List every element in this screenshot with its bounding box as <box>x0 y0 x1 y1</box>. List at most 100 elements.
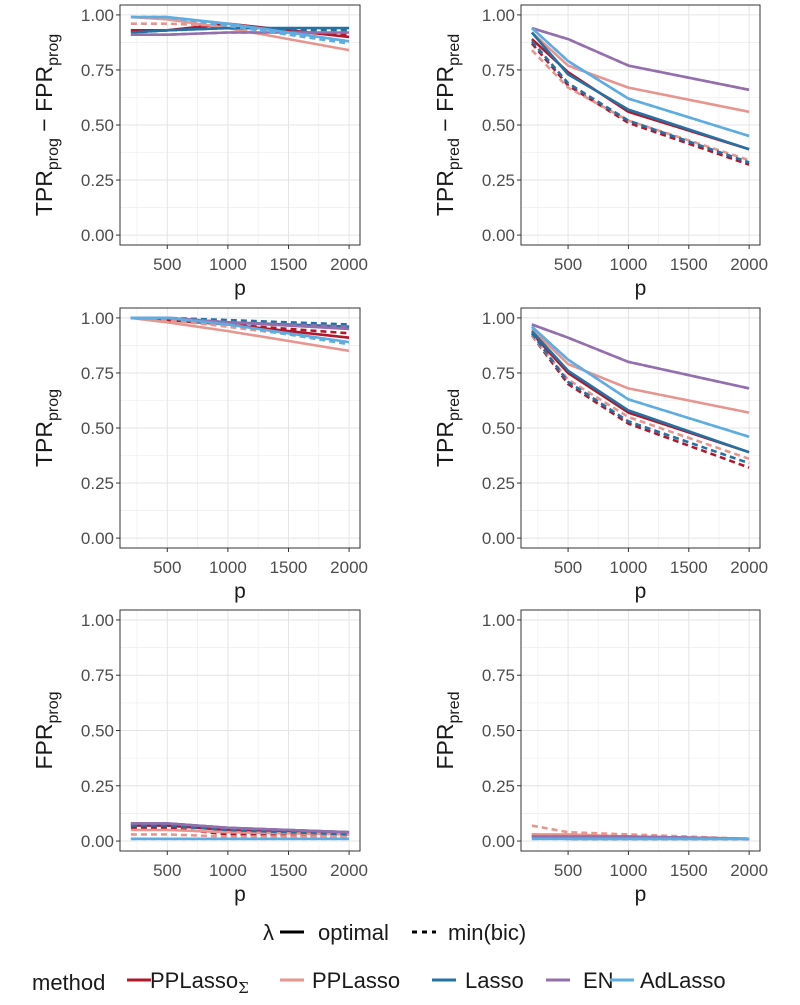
x-tick-label: 1000 <box>209 861 247 880</box>
panel-5: 0.00 0.25 0.50 0.75 1.00 500 1000 1500 2000 p FPRp… <box>31 609 368 906</box>
y-axis-title-main: TPR <box>31 421 57 467</box>
x-tick-label: 1500 <box>270 558 308 577</box>
x-tick-label: 1500 <box>670 861 708 880</box>
y-axis-title: TPRpred − FPRpred <box>432 34 463 216</box>
panel-6: 0.00 0.25 0.50 0.75 1.00 500 1000 1500 2000 p FPRp… <box>432 609 768 906</box>
y-axis-title-sub: prog <box>45 138 62 170</box>
series-line-pplasso_sigma-dashed <box>530 42 750 166</box>
series-line-lasso-solid <box>130 26 350 34</box>
series-line-pplasso_sigma-dashed <box>530 334 750 469</box>
method-label-pplasso: PPLasso <box>312 968 400 993</box>
series-line-lasso-solid <box>530 330 750 454</box>
x-tick-label: 1000 <box>209 255 247 274</box>
x-tick-label: 1000 <box>610 861 648 880</box>
y-tick-label: 1.00 <box>81 309 114 328</box>
y-axis-title-sub: prog <box>45 389 62 421</box>
series-line-lasso-solid <box>530 31 750 151</box>
x-tick-label: 500 <box>554 558 582 577</box>
y-tick-label: 0.75 <box>482 364 515 383</box>
y-tick-label: 1.00 <box>81 611 114 630</box>
y-axis-title-sep: − <box>31 112 57 138</box>
series-line-adlasso-solid <box>130 316 350 344</box>
y-tick-label: 1.00 <box>482 309 515 328</box>
y-tick-label: 0.50 <box>81 722 114 741</box>
y-axis-title-main2: FPR <box>31 66 57 112</box>
x-axis-title: p <box>234 883 246 906</box>
series-line-adlasso-dashed <box>531 325 750 439</box>
series-line-adlasso-solid <box>130 15 350 43</box>
lambda-label-1: min(bic) <box>448 920 526 945</box>
method-label-lasso: Lasso <box>465 968 524 993</box>
method-label-en: EN <box>583 968 614 993</box>
y-tick-label: 0.75 <box>81 364 114 383</box>
y-axis-title-sub: pred <box>446 138 463 170</box>
y-tick-label: 0.00 <box>482 832 515 851</box>
y-tick-label: 0.75 <box>81 666 114 685</box>
y-axis-title-main: FPR <box>31 724 57 770</box>
y-axis-title: TPRprog <box>31 389 62 467</box>
method-label-main: AdLasso <box>640 968 726 993</box>
x-tick-label: 1000 <box>610 255 648 274</box>
x-tick-label: 2000 <box>330 255 368 274</box>
method-label-adlasso: AdLasso <box>640 968 726 993</box>
y-tick-label: 0.75 <box>482 666 515 685</box>
series-line-pplasso-solid <box>130 828 350 836</box>
y-tick-label: 0.25 <box>482 171 515 190</box>
method-label-sub: Σ <box>238 979 249 997</box>
y-axis-title-sub: pred <box>446 691 463 723</box>
series-line-pplasso_sigma-solid <box>531 38 750 151</box>
y-tick-label: 0.00 <box>81 832 114 851</box>
x-tick-label: 500 <box>153 861 181 880</box>
series-line-en-solid <box>130 822 350 834</box>
y-tick-label: 1.00 <box>81 6 114 25</box>
x-tick-label: 1500 <box>270 255 308 274</box>
x-tick-label: 1000 <box>610 558 648 577</box>
method-label-main: Lasso <box>465 968 524 993</box>
y-axis-title-sub: pred <box>446 389 463 421</box>
y-tick-label: 0.00 <box>482 529 515 548</box>
series-line-pplasso-solid <box>530 327 750 414</box>
series-line-en-dashed <box>531 323 750 390</box>
y-axis-title: FPRpred <box>432 691 463 769</box>
x-tick-label: 1500 <box>670 558 708 577</box>
y-axis-title: FPRprog <box>31 691 62 769</box>
x-tick-label: 500 <box>554 255 582 274</box>
y-tick-label: 0.75 <box>482 61 515 80</box>
x-axis-title: p <box>234 580 246 603</box>
series-line-lasso-dashed <box>530 40 750 164</box>
method-label-main: EN <box>583 968 614 993</box>
lambda-legend-title: λ <box>263 920 274 945</box>
y-tick-label: 0.25 <box>81 474 114 493</box>
x-tick-label: 2000 <box>730 861 768 880</box>
x-tick-label: 1500 <box>270 861 308 880</box>
y-axis-title-sub2: prog <box>45 34 62 66</box>
lambda-label-0: optimal <box>318 920 389 945</box>
x-tick-label: 500 <box>153 255 181 274</box>
x-axis-title: p <box>635 883 647 906</box>
y-axis-title-sub2: pred <box>446 34 463 66</box>
x-axis-title: p <box>234 277 246 300</box>
x-axis-title: p <box>635 277 647 300</box>
y-tick-label: 0.25 <box>81 171 114 190</box>
series-line-pplasso-solid <box>531 31 750 114</box>
series-line-en-dashed <box>531 26 750 92</box>
y-tick-label: 0.25 <box>482 474 515 493</box>
y-axis-title-main2: FPR <box>432 66 458 112</box>
series-line-pplasso-solid <box>130 316 350 353</box>
x-tick-label: 2000 <box>330 861 368 880</box>
y-axis-title: TPRpred <box>432 389 463 467</box>
y-axis-title-main: TPR <box>31 170 57 216</box>
x-tick-label: 2000 <box>330 558 368 577</box>
y-tick-label: 0.50 <box>482 419 515 438</box>
x-tick-label: 500 <box>554 861 582 880</box>
x-tick-label: 1000 <box>209 558 247 577</box>
y-tick-label: 0.25 <box>81 777 114 796</box>
y-tick-label: 0.25 <box>482 777 515 796</box>
method-label-pplasso_sigma: PPLassoΣ <box>150 968 249 997</box>
series-line-pplasso-dashed <box>530 49 750 162</box>
y-tick-label: 1.00 <box>482 611 515 630</box>
legend: λ optimal min(bic)method PPLassoΣ PPLasso Las… <box>32 920 726 997</box>
